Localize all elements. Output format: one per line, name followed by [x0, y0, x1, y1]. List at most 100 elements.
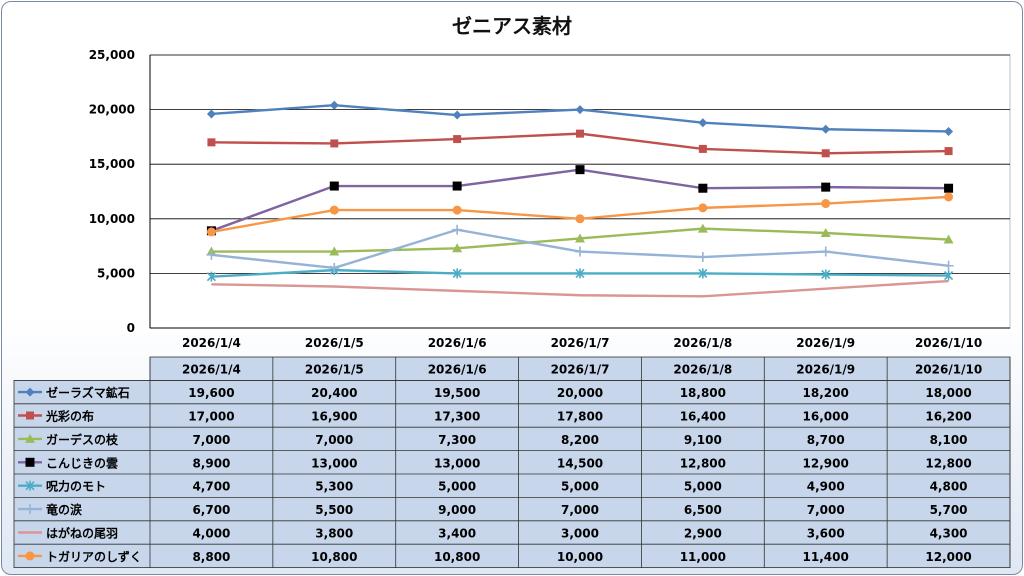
y-tick-label: 25,000: [89, 48, 135, 62]
table-cell: 12,900: [803, 456, 849, 470]
y-tick-label: 0: [127, 321, 135, 335]
table-cell: 12,800: [680, 456, 726, 470]
data-point: [944, 126, 954, 136]
x-tick-label: 2026/1/4: [182, 336, 241, 350]
table-header-cell: 2026/1/9: [796, 363, 855, 377]
data-point: [820, 227, 831, 237]
data-point: [944, 183, 954, 193]
table-cell: 16,400: [680, 410, 726, 424]
data-point: [820, 246, 831, 257]
data-point: [575, 105, 585, 115]
data-point: [330, 139, 339, 148]
data-point: [821, 269, 831, 280]
table-cell: 17,800: [557, 410, 603, 424]
data-point: [944, 147, 953, 156]
data-point: [575, 233, 585, 243]
table-cell: 6,500: [684, 503, 722, 517]
data-point: [698, 183, 708, 193]
legend-label: ガーデスの枝: [46, 432, 119, 447]
table-cell: 4,000: [192, 527, 230, 541]
data-point: [943, 234, 954, 244]
data-point: [452, 243, 463, 253]
series-line: [211, 279, 949, 298]
table-cell: 10,800: [311, 550, 357, 564]
data-point: [575, 214, 585, 224]
series-2: [206, 223, 954, 256]
table-cell: 13,000: [434, 456, 480, 470]
data-point: [329, 262, 340, 273]
data-point: [821, 182, 831, 192]
table-cell: 5,300: [315, 480, 353, 494]
data-point: [206, 271, 216, 282]
table-cell: 14,500: [557, 456, 603, 470]
x-tick-label: 2026/1/9: [796, 336, 855, 350]
data-point: [26, 411, 34, 420]
data-point: [206, 227, 216, 237]
x-tick-label: 2026/1/6: [428, 336, 487, 350]
table-cell: 4,700: [192, 480, 230, 494]
legend-key-7: [18, 551, 42, 561]
table-cell: 8,700: [807, 433, 845, 447]
table-cell: 7,000: [315, 433, 353, 447]
data-point: [821, 124, 831, 134]
table-header-cell: 2026/1/10: [915, 363, 982, 377]
legend-label: ゼーラズマ鉱石: [46, 385, 130, 400]
table-cell: 18,800: [680, 386, 726, 400]
data-point: [452, 268, 462, 279]
data-point: [698, 144, 707, 153]
series-1: [207, 129, 953, 158]
table-cell: 11,400: [803, 550, 849, 564]
table-header-cell: 2026/1/8: [673, 363, 732, 377]
x-tick-label: 2026/1/5: [305, 336, 364, 350]
table-header-cell: 2026/1/6: [428, 363, 487, 377]
table-cell: 20,400: [311, 386, 357, 400]
data-point: [25, 387, 35, 397]
legend-key-0: [18, 387, 42, 397]
y-tick-label: 20,000: [89, 103, 135, 117]
data-point: [697, 252, 708, 263]
plot-area: [149, 54, 1011, 329]
table-cell: 8,800: [192, 550, 230, 564]
legend-label: 竜の涙: [46, 502, 82, 517]
table-cell: 12,800: [925, 456, 971, 470]
data-point: [697, 223, 708, 233]
data-point: [452, 224, 463, 235]
table-cell: 5,700: [930, 503, 968, 517]
table-cell: 5,500: [315, 503, 353, 517]
data-point: [698, 203, 708, 213]
x-tick-label: 2026/1/8: [673, 336, 732, 350]
data-point: [25, 457, 35, 467]
table-cell: 19,500: [434, 386, 480, 400]
x-tick-label: 2026/1/10: [915, 336, 982, 350]
data-point: [944, 270, 954, 281]
table-cell: 8,100: [930, 433, 968, 447]
table-cell: 20,000: [557, 386, 603, 400]
table-cell: 5,000: [561, 480, 599, 494]
table-cell: 3,400: [438, 527, 476, 541]
table-cell: 17,000: [188, 410, 234, 424]
table-cell: 10,800: [434, 550, 480, 564]
data-point: [575, 165, 585, 175]
table-cell: 16,200: [925, 410, 971, 424]
table-cell: 9,100: [684, 433, 722, 447]
table-cell: 3,800: [315, 527, 353, 541]
table-header-cell: 2026/1/5: [305, 363, 364, 377]
table-cell: 5,000: [438, 480, 476, 494]
table-cell: 17,300: [434, 410, 480, 424]
table-cell: 7,300: [438, 433, 476, 447]
table-cell: 13,000: [311, 456, 357, 470]
legend-label: 光彩の布: [45, 409, 94, 424]
series-7: [206, 192, 954, 237]
table-cell: 4,800: [930, 480, 968, 494]
legend-key-4: [18, 480, 42, 491]
y-tick-label: 10,000: [89, 212, 135, 226]
table-header-cell: 2026/1/4: [182, 363, 241, 377]
table-cell: 19,600: [188, 386, 234, 400]
legend-label: はがねの尾羽: [46, 526, 118, 541]
table-cell: 2,900: [684, 527, 722, 541]
legend-key-3: [18, 457, 42, 467]
y-tick-label: 15,000: [89, 157, 135, 171]
table-header-cell: 2026/1/7: [551, 363, 610, 377]
data-point: [821, 149, 830, 158]
data-point: [575, 246, 585, 257]
